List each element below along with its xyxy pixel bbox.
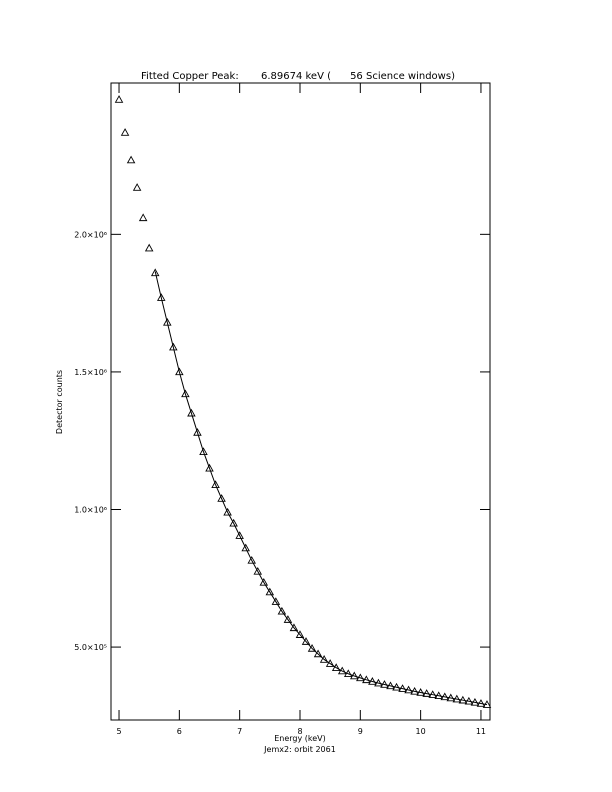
x-axis-label: Energy (keV) — [274, 734, 326, 743]
x-tick-label: 11 — [476, 727, 486, 736]
data-point — [247, 555, 256, 564]
y-axis-label: Detector counts — [55, 370, 64, 434]
data-point — [319, 655, 329, 663]
data-point — [120, 128, 130, 136]
data-point — [187, 408, 196, 417]
x-tick-label: 7 — [237, 727, 242, 736]
data-point — [138, 213, 148, 222]
data-point — [223, 507, 232, 516]
data-point — [289, 623, 299, 632]
fit-line — [154, 271, 488, 706]
plot-frame — [110, 82, 491, 721]
x-tick-label: 8 — [297, 727, 302, 736]
data-point — [211, 480, 220, 488]
data-point — [181, 389, 190, 398]
data-point — [217, 494, 226, 502]
data-point — [169, 342, 178, 351]
data-point — [163, 317, 172, 326]
data-point — [144, 243, 154, 252]
data-point — [265, 587, 275, 596]
data-point — [193, 428, 202, 436]
y-tick-label: 1.5×10⁶ — [74, 368, 107, 377]
data-point — [295, 630, 305, 638]
data-point — [205, 463, 214, 472]
data-point — [307, 644, 317, 652]
data-point — [175, 367, 184, 376]
caption: Jemx2: orbit 2061 — [263, 745, 336, 754]
data-point — [313, 649, 323, 658]
data-point — [271, 597, 281, 605]
y-tick-label: 2.0×10⁶ — [74, 230, 107, 239]
data-point — [283, 615, 293, 623]
y-tick-label: 1.0×10⁶ — [74, 506, 107, 515]
data-point — [126, 155, 136, 164]
data-point — [277, 606, 287, 615]
data-point — [132, 183, 142, 191]
x-tick-label: 9 — [358, 727, 363, 736]
data-point — [156, 293, 166, 301]
data-point — [114, 95, 124, 103]
chart-title: Fitted Copper Peak: 6.89674 keV ( 56 Sci… — [141, 71, 455, 82]
data-point — [259, 577, 269, 586]
data-point — [199, 447, 208, 455]
data-point — [331, 663, 341, 671]
data-point — [301, 637, 311, 645]
x-tick-label: 5 — [116, 727, 121, 736]
data-point — [241, 543, 250, 552]
x-tick-label: 10 — [416, 727, 426, 736]
data-point — [150, 268, 160, 277]
y-tick-label: 5.0×10⁵ — [74, 643, 107, 652]
data-point — [325, 659, 335, 667]
data-point — [229, 518, 238, 527]
data-point — [337, 666, 347, 675]
data-point — [253, 566, 263, 575]
data-point — [235, 531, 244, 539]
x-tick-label: 6 — [177, 727, 182, 736]
